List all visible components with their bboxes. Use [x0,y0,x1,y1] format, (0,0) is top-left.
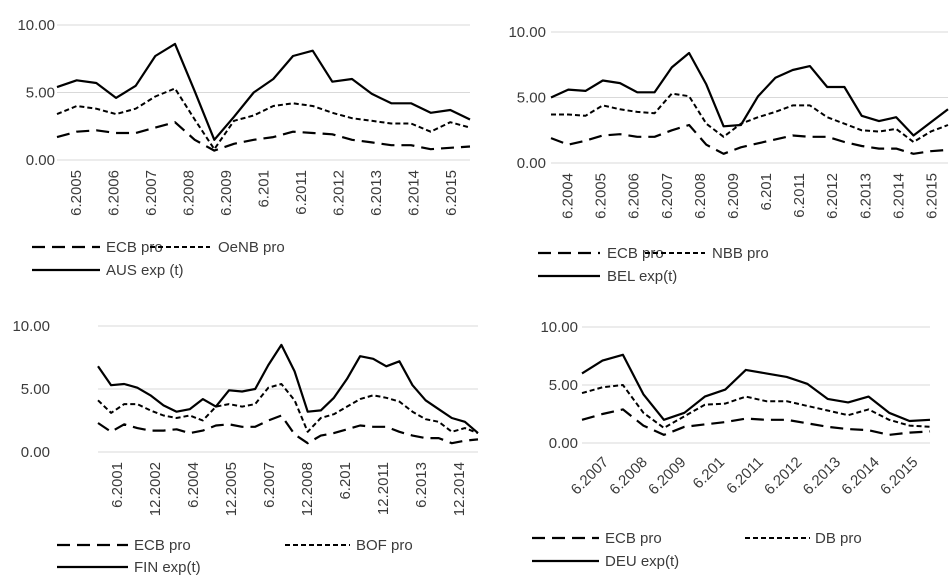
x-tick-label: 12.2014 [451,462,468,516]
legend-label: ECB pro [607,245,664,262]
x-tick-label: 6.201 [256,170,273,208]
series-line-aus-exp-t- [56,42,471,141]
x-tick-label: 6.2013 [857,173,874,219]
y-tick-label: 5.00 [517,90,546,107]
x-tick-label: 6.2015 [443,170,460,216]
x-tick-label: 6.2014 [406,170,423,216]
x-tick-label: 6.2008 [180,170,197,216]
x-tick-label: 6.2013 [800,454,844,498]
y-tick-label: 10.00 [540,319,578,336]
x-tick-label: 6.2006 [626,173,643,219]
x-tick-label: 6.2007 [261,462,278,508]
x-tick-label: 6.2011 [791,173,808,218]
y-tick-label: 0.00 [26,152,55,169]
y-tick-label: 5.00 [26,85,55,102]
x-tick-label: 6.2013 [368,170,385,216]
series-line-oenb-pro [56,87,471,151]
y-tick-label: 0.00 [21,444,50,461]
series-line-ecb-pro [550,123,949,155]
x-tick-label: 6.2012 [331,170,348,216]
series-line-deu-exp-t- [581,353,931,423]
x-tick-label: 6.2009 [218,170,235,216]
legend-label: OeNB pro [218,239,285,256]
legend-label: ECB pro [605,530,662,547]
y-tick-label: 0.00 [549,435,578,452]
x-tick-label: 6.2012 [761,454,805,498]
series-line-bof-pro [97,383,479,435]
legend-label: BOF pro [356,537,413,554]
series-line-fin-exp-t- [97,343,479,434]
legend-label: AUS exp (t) [106,262,184,279]
legend-label: DB pro [815,530,862,547]
x-tick-label: 6.2004 [185,462,202,508]
y-tick-label: 10.00 [508,24,546,41]
chart-panel-2: 0.00 5.00 10.00 6.2004 6.2005 6.2006 6.2007 6.2… [508,24,949,285]
y-tick-label: 10.00 [17,17,55,34]
x-tick-label: 12.2011 [375,462,392,515]
x-tick-label: 6.201 [758,173,775,211]
legend-label: NBB pro [712,245,769,262]
legend-label: ECB pro [134,537,191,554]
x-tick-label: 6.2005 [68,170,85,216]
x-tick-label: 6.2013 [413,462,430,508]
x-tick-label: 6.2007 [568,454,612,498]
series-line-ecb-pro [581,408,931,436]
y-tick-label: 5.00 [21,381,50,398]
x-tick-label: 6.2008 [606,454,650,498]
series-line-db-pro [581,384,931,429]
legend-label: ECB pro [106,239,163,256]
chart-panel-3: 0.00 5.00 10.00 6.2001 12.2002 6.2004 12.2005 6… [12,318,479,576]
x-tick-label: 6.2006 [105,170,122,216]
x-tick-label: 6.2011 [293,170,310,215]
x-tick-label: 6.2008 [692,173,709,219]
x-tick-label: 12.2005 [223,462,240,516]
legend-label: DEU exp(t) [605,553,679,570]
x-tick-label: 6.2007 [659,173,676,219]
x-tick-label: 6.2004 [560,173,577,219]
x-tick-label: 6.2011 [723,454,767,498]
series-line-bel-exp-t- [550,51,949,137]
x-tick-label: 6.2007 [143,170,160,216]
x-tick-label: 6.2015 [877,454,921,498]
x-tick-label: 6.201 [337,462,354,500]
y-tick-label: 10.00 [12,318,50,335]
x-tick-label: 6.2009 [645,454,689,498]
chart-panel-1: 0.00 5.00 10.00 6.2005 6.2006 6.2007 6.2008 6.2… [17,17,471,279]
legend-label: FIN exp(t) [134,559,201,576]
series-line-ecb-pro [97,414,479,445]
y-tick-label: 0.00 [517,155,546,172]
x-tick-label: 6.2001 [109,462,126,508]
x-tick-label: 6.2014 [838,454,882,498]
x-tick-label: 6.2014 [890,173,907,219]
series-line-nbb-pro [551,92,949,143]
x-tick-label: 6.2005 [593,173,610,219]
x-tick-label: 12.2008 [299,462,316,516]
y-tick-label: 5.00 [549,377,578,394]
x-tick-label: 6.2012 [824,173,841,219]
x-tick-label: 6.2009 [725,173,742,219]
series-line-ecb-pro [56,121,471,152]
x-tick-label: 6.201 [690,454,729,493]
x-tick-label: 6.2015 [924,173,941,219]
legend-label: BEL exp(t) [607,268,677,285]
x-tick-label: 12.2002 [147,462,164,516]
